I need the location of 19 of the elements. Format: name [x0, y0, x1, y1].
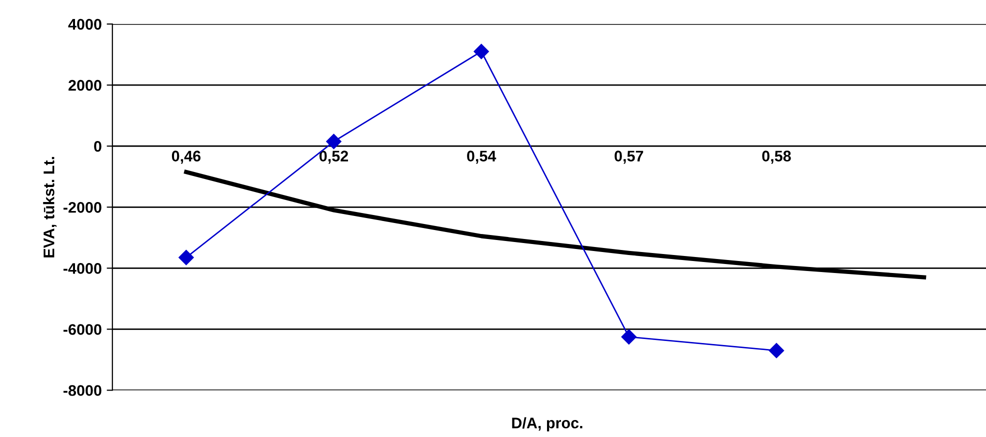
x-axis-title: D/A, proc. [512, 417, 582, 432]
y-axis-title: EVA, tūkst. Lt. [43, 156, 57, 258]
y-tick-label: -4000 [64, 263, 102, 274]
point [178, 250, 194, 266]
y-tick-label: 2000 [68, 80, 102, 91]
point [474, 44, 489, 60]
y-tick-label: -2000 [64, 202, 102, 213]
x-tick-label: 0,58 [762, 150, 791, 164]
x-tick-label: 0,52 [320, 150, 348, 164]
x-tick-label: 0,46 [172, 150, 201, 164]
point [768, 343, 784, 358]
y-tick-label: -6000 [64, 324, 102, 335]
x-tick-label: 0,54 [467, 150, 496, 164]
y-tick-label: -8000 [64, 385, 102, 396]
y-tick-label: 4000 [68, 18, 102, 30]
point [326, 134, 342, 150]
x-tick-label: 0,57 [614, 150, 644, 164]
point [621, 329, 636, 344]
y-tick-label: 0 [94, 140, 102, 152]
